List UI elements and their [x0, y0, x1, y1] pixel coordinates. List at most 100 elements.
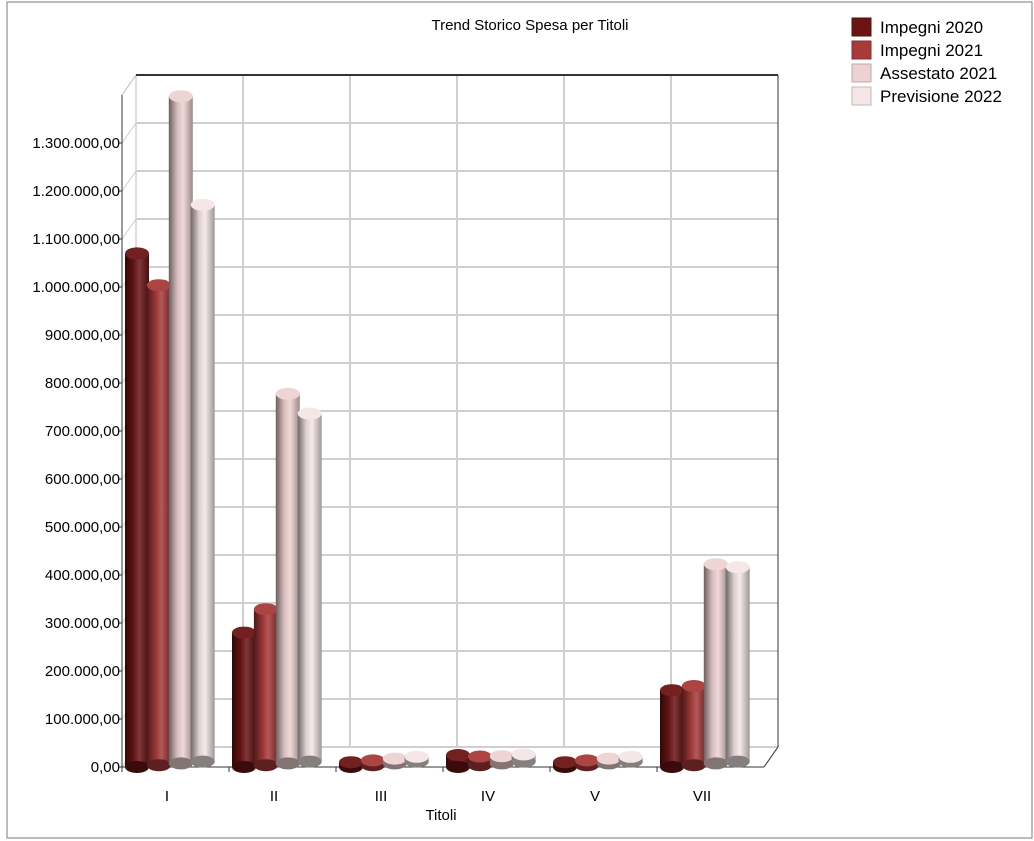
- y-tick-label: 400.000,00: [45, 567, 120, 584]
- bar-base: [297, 755, 322, 768]
- bar-base: [446, 761, 470, 773]
- bar: [275, 387, 300, 770]
- bar: [146, 279, 171, 772]
- bar-top: [382, 752, 407, 765]
- bar-body: [253, 609, 278, 766]
- x-tick-label: V: [590, 788, 600, 805]
- bar: [253, 603, 278, 772]
- y-tick-label: 500.000,00: [45, 519, 120, 536]
- bar: [681, 680, 706, 772]
- y-tick-label: 1.000.000,00: [32, 279, 120, 296]
- bar: [467, 750, 492, 772]
- bar-base: [168, 757, 193, 770]
- bar-base: [660, 761, 684, 773]
- bar: [446, 749, 470, 773]
- grid-line-y-wall: [121, 218, 137, 240]
- x-tick-label: I: [165, 788, 169, 805]
- bar: [382, 752, 407, 770]
- bar-base: [703, 757, 728, 770]
- bar-top: [511, 748, 536, 761]
- x-axis-label: Titoli: [425, 807, 456, 824]
- y-tick-label: 200.000,00: [45, 663, 120, 680]
- y-tick-label: 1.200.000,00: [32, 183, 120, 200]
- bar-body: [725, 567, 750, 762]
- bar: [511, 748, 536, 768]
- y-tick-label: 600.000,00: [45, 471, 120, 488]
- bar: [703, 558, 728, 770]
- bar-body: [125, 253, 149, 767]
- bar-body: [681, 686, 706, 766]
- bar-top: [489, 750, 514, 763]
- grid-line-y-wall: [121, 122, 137, 144]
- x-tick-label: VII: [693, 788, 711, 805]
- bar-top: [596, 752, 621, 765]
- y-tick-label: 1.300.000,00: [32, 135, 120, 152]
- y-tick-label: 300.000,00: [45, 615, 120, 632]
- bar-body: [190, 204, 215, 762]
- bar-top: [660, 684, 684, 697]
- y-tick-label: 700.000,00: [45, 423, 120, 440]
- bars-layer: [125, 90, 750, 773]
- legend-label: Impegni 2021: [880, 41, 983, 60]
- y-tick-label: 800.000,00: [45, 375, 120, 392]
- bar-top: [146, 279, 171, 292]
- bar-body: [232, 632, 256, 767]
- legend-label: Assestato 2021: [880, 64, 997, 83]
- bar-base: [253, 759, 278, 772]
- bar-top: [339, 756, 363, 769]
- y-tick-label: 1.100.000,00: [32, 231, 120, 248]
- bar-base: [467, 759, 492, 772]
- bar: [297, 407, 322, 768]
- bar-top: [553, 756, 577, 769]
- y-axis-ticks: 0,00 100.000,00 200.000,00 300.000,00 400.00…: [32, 135, 122, 776]
- floor-right-edge: [763, 746, 779, 768]
- bar-top: [297, 407, 322, 420]
- bar: [725, 561, 750, 768]
- bar-top: [125, 247, 149, 260]
- y-tick-label: 100.000,00: [45, 711, 120, 728]
- bar-base: [232, 761, 256, 773]
- grid-line-y-wall: [121, 170, 137, 192]
- bar-top: [232, 626, 256, 639]
- y-tick-label: 0,00: [91, 759, 120, 776]
- legend-swatch: [851, 17, 872, 37]
- bar-top: [404, 750, 429, 763]
- legend-swatch: [851, 40, 872, 60]
- bar-body: [660, 690, 684, 767]
- bar-top: [275, 387, 300, 400]
- bar-top: [681, 680, 706, 692]
- bar: [190, 198, 215, 768]
- bar: [553, 756, 577, 773]
- bar-top: [467, 750, 492, 763]
- x-axis-ticks: I II III IV V VII: [121, 767, 711, 805]
- bar-base: [725, 755, 750, 768]
- bar-top: [725, 561, 750, 574]
- bar-base: [190, 755, 215, 768]
- bar: [168, 90, 193, 770]
- legend-label: Previsione 2022: [880, 87, 1002, 106]
- bar: [489, 750, 514, 770]
- bar: [360, 754, 385, 772]
- legend-label: Impegni 2020: [880, 18, 983, 37]
- bar: [618, 750, 643, 768]
- bar: [232, 626, 256, 773]
- bar-top: [618, 750, 643, 763]
- bar-base: [146, 759, 171, 772]
- x-tick-label: III: [375, 788, 388, 805]
- bar-base: [681, 759, 706, 772]
- bar: [574, 754, 599, 772]
- bar-top: [168, 90, 193, 103]
- bar-top: [446, 749, 470, 761]
- bar-top: [190, 198, 215, 211]
- bar-body: [703, 564, 728, 764]
- bar-top: [253, 603, 278, 616]
- bar-body: [146, 285, 171, 766]
- legend-swatch: [851, 86, 872, 106]
- x-tick-label: II: [270, 788, 278, 805]
- legend: Impegni 2020 Impegni 2021 Assestato 2021 Pr…: [851, 17, 1002, 106]
- bar: [339, 756, 363, 773]
- x-tick-label: IV: [481, 788, 495, 805]
- bar: [404, 750, 429, 768]
- bar: [660, 684, 684, 773]
